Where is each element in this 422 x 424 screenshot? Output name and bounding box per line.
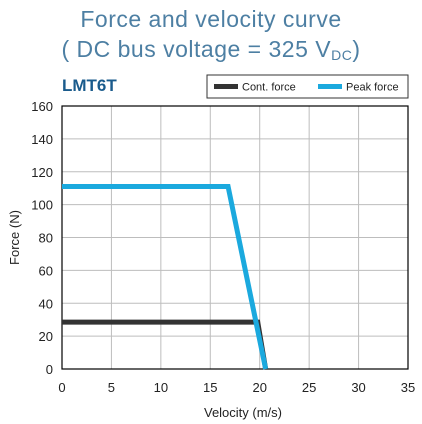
y-tick-label: 60 bbox=[39, 263, 53, 278]
chart-title: Force and velocity curve bbox=[80, 6, 342, 32]
x-tick-label: 30 bbox=[351, 380, 365, 395]
subtitle-end: ) bbox=[352, 36, 361, 62]
y-tick-label: 100 bbox=[31, 198, 53, 213]
model-label: LMT6T bbox=[62, 76, 117, 95]
x-tick-label: 10 bbox=[154, 380, 168, 395]
series-line-peak-force bbox=[62, 184, 269, 370]
y-tick-label: 0 bbox=[46, 362, 53, 377]
y-tick-label: 20 bbox=[39, 329, 53, 344]
y-tick-label: 120 bbox=[31, 165, 53, 180]
x-tick-label: 35 bbox=[401, 380, 415, 395]
chart-subtitle: ( DC bus voltage = 325 VDC) bbox=[0, 36, 422, 63]
y-tick-label: 160 bbox=[31, 99, 53, 114]
plot-frame bbox=[61, 105, 409, 370]
legend-box bbox=[206, 74, 409, 99]
y-tick-label: 40 bbox=[39, 296, 53, 311]
y-tick-label: 140 bbox=[31, 132, 53, 147]
series-line-cont-force bbox=[62, 319, 269, 370]
subtitle-subscript: DC bbox=[331, 47, 353, 63]
x-tick-label: 20 bbox=[252, 380, 266, 395]
y-axis-label: Force (N) bbox=[7, 210, 22, 265]
x-tick-label: 0 bbox=[58, 380, 65, 395]
x-tick-label: 25 bbox=[302, 380, 316, 395]
y-tick-label: 80 bbox=[39, 231, 53, 246]
subtitle-main: ( DC bus voltage = 325 V bbox=[61, 36, 332, 62]
legend-label: Cont. force bbox=[242, 82, 296, 94]
legend-label: Peak force bbox=[346, 82, 399, 94]
x-tick-label: 5 bbox=[108, 380, 115, 395]
x-tick-label: 15 bbox=[203, 380, 217, 395]
x-axis-label: Velocity (m/s) bbox=[204, 405, 282, 420]
